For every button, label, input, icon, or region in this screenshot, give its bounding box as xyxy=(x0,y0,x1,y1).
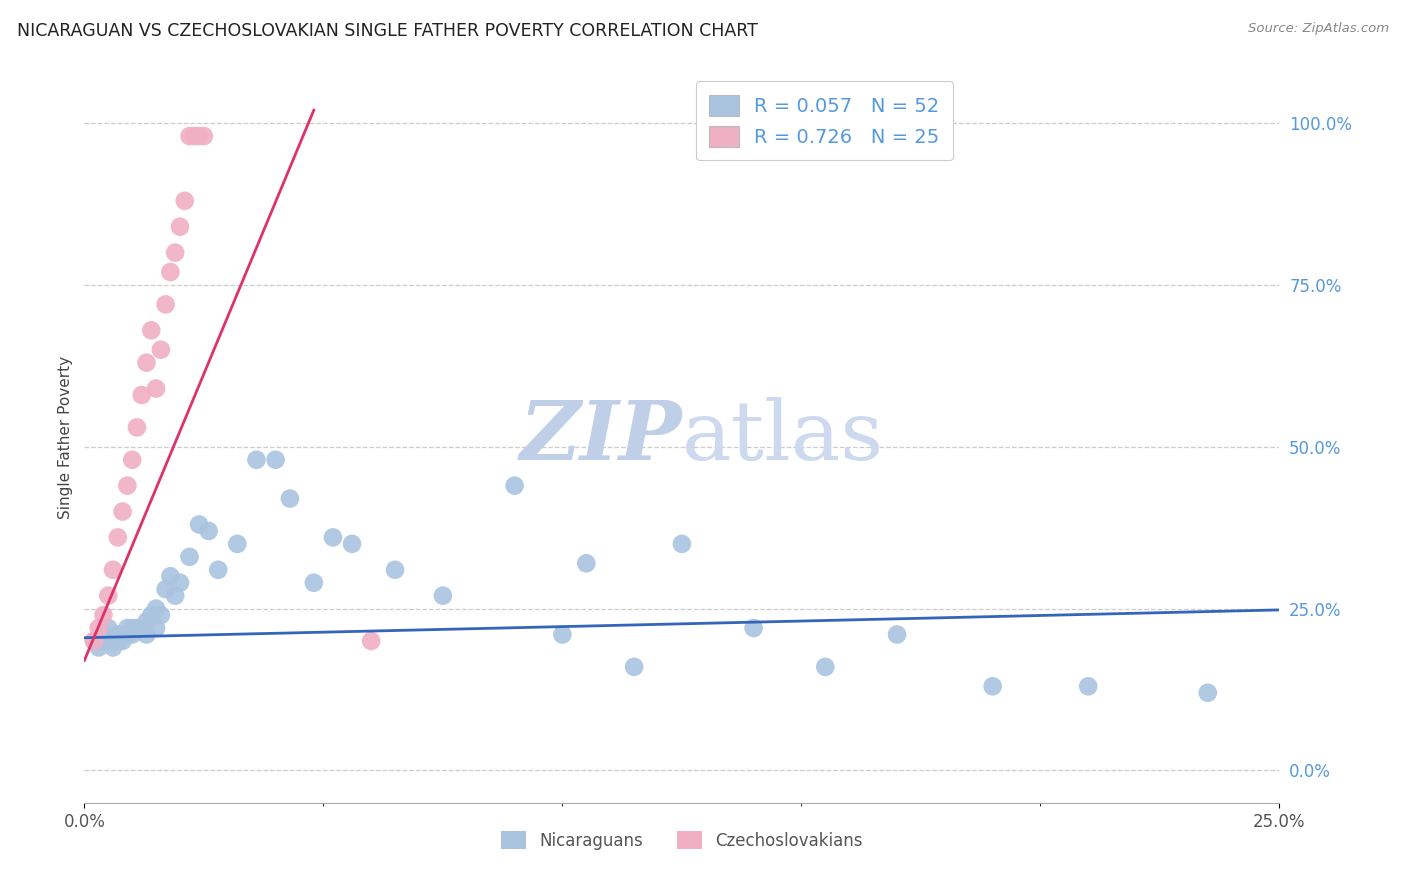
Point xyxy=(340,537,363,551)
Point xyxy=(264,452,287,467)
Point xyxy=(183,129,205,144)
Point xyxy=(278,491,301,506)
Point xyxy=(384,563,406,577)
Text: NICARAGUAN VS CZECHOSLOVAKIAN SINGLE FATHER POVERTY CORRELATION CHART: NICARAGUAN VS CZECHOSLOVAKIAN SINGLE FAT… xyxy=(17,22,758,40)
Point xyxy=(121,621,143,635)
Point xyxy=(117,627,139,641)
Point xyxy=(165,245,187,260)
Point xyxy=(135,615,157,629)
Point xyxy=(101,640,124,655)
Point xyxy=(141,608,163,623)
Point xyxy=(575,557,598,571)
Point xyxy=(107,634,129,648)
Point xyxy=(125,420,148,434)
Point xyxy=(131,621,153,635)
Point xyxy=(169,219,191,234)
Point xyxy=(145,601,167,615)
Point xyxy=(159,569,181,583)
Y-axis label: Single Father Poverty: Single Father Poverty xyxy=(58,356,73,518)
Point xyxy=(179,549,201,564)
Point xyxy=(742,621,765,635)
Point xyxy=(165,589,187,603)
Point xyxy=(155,582,177,597)
Point xyxy=(193,129,215,144)
Point xyxy=(141,323,163,337)
Point xyxy=(107,627,129,641)
Point xyxy=(111,634,134,648)
Point xyxy=(179,129,201,144)
Point xyxy=(814,660,837,674)
Point xyxy=(159,265,181,279)
Point xyxy=(149,608,172,623)
Point xyxy=(101,563,124,577)
Point xyxy=(117,621,139,635)
Point xyxy=(623,660,645,674)
Point xyxy=(245,452,267,467)
Point xyxy=(121,627,143,641)
Point xyxy=(117,478,139,492)
Point xyxy=(135,627,157,641)
Point xyxy=(149,343,172,357)
Point xyxy=(83,634,105,648)
Point xyxy=(503,478,526,492)
Point xyxy=(111,627,134,641)
Point xyxy=(360,634,382,648)
Point xyxy=(169,575,191,590)
Point xyxy=(671,537,693,551)
Point xyxy=(173,194,195,208)
Point xyxy=(886,627,908,641)
Point xyxy=(197,524,219,538)
Point xyxy=(131,388,153,402)
Point xyxy=(145,382,167,396)
Point xyxy=(97,621,120,635)
Point xyxy=(135,356,157,370)
Point xyxy=(87,621,110,635)
Point xyxy=(93,634,115,648)
Point xyxy=(207,563,229,577)
Point xyxy=(551,627,574,641)
Point xyxy=(87,640,110,655)
Point xyxy=(322,530,344,544)
Point xyxy=(97,634,120,648)
Point xyxy=(97,589,120,603)
Point xyxy=(302,575,325,590)
Point xyxy=(101,634,124,648)
Point xyxy=(981,679,1004,693)
Point xyxy=(145,621,167,635)
Point xyxy=(1077,679,1099,693)
Text: ZIP: ZIP xyxy=(519,397,682,477)
Point xyxy=(125,621,148,635)
Legend: Nicaraguans, Czechoslovakians: Nicaraguans, Czechoslovakians xyxy=(495,824,869,856)
Point xyxy=(188,517,211,532)
Point xyxy=(226,537,249,551)
Point xyxy=(121,452,143,467)
Point xyxy=(107,530,129,544)
Point xyxy=(83,634,105,648)
Point xyxy=(1197,686,1219,700)
Point xyxy=(93,627,115,641)
Point xyxy=(93,608,115,623)
Point xyxy=(111,504,134,518)
Text: Source: ZipAtlas.com: Source: ZipAtlas.com xyxy=(1249,22,1389,36)
Point xyxy=(432,589,454,603)
Point xyxy=(188,129,211,144)
Point xyxy=(155,297,177,311)
Text: atlas: atlas xyxy=(682,397,884,477)
